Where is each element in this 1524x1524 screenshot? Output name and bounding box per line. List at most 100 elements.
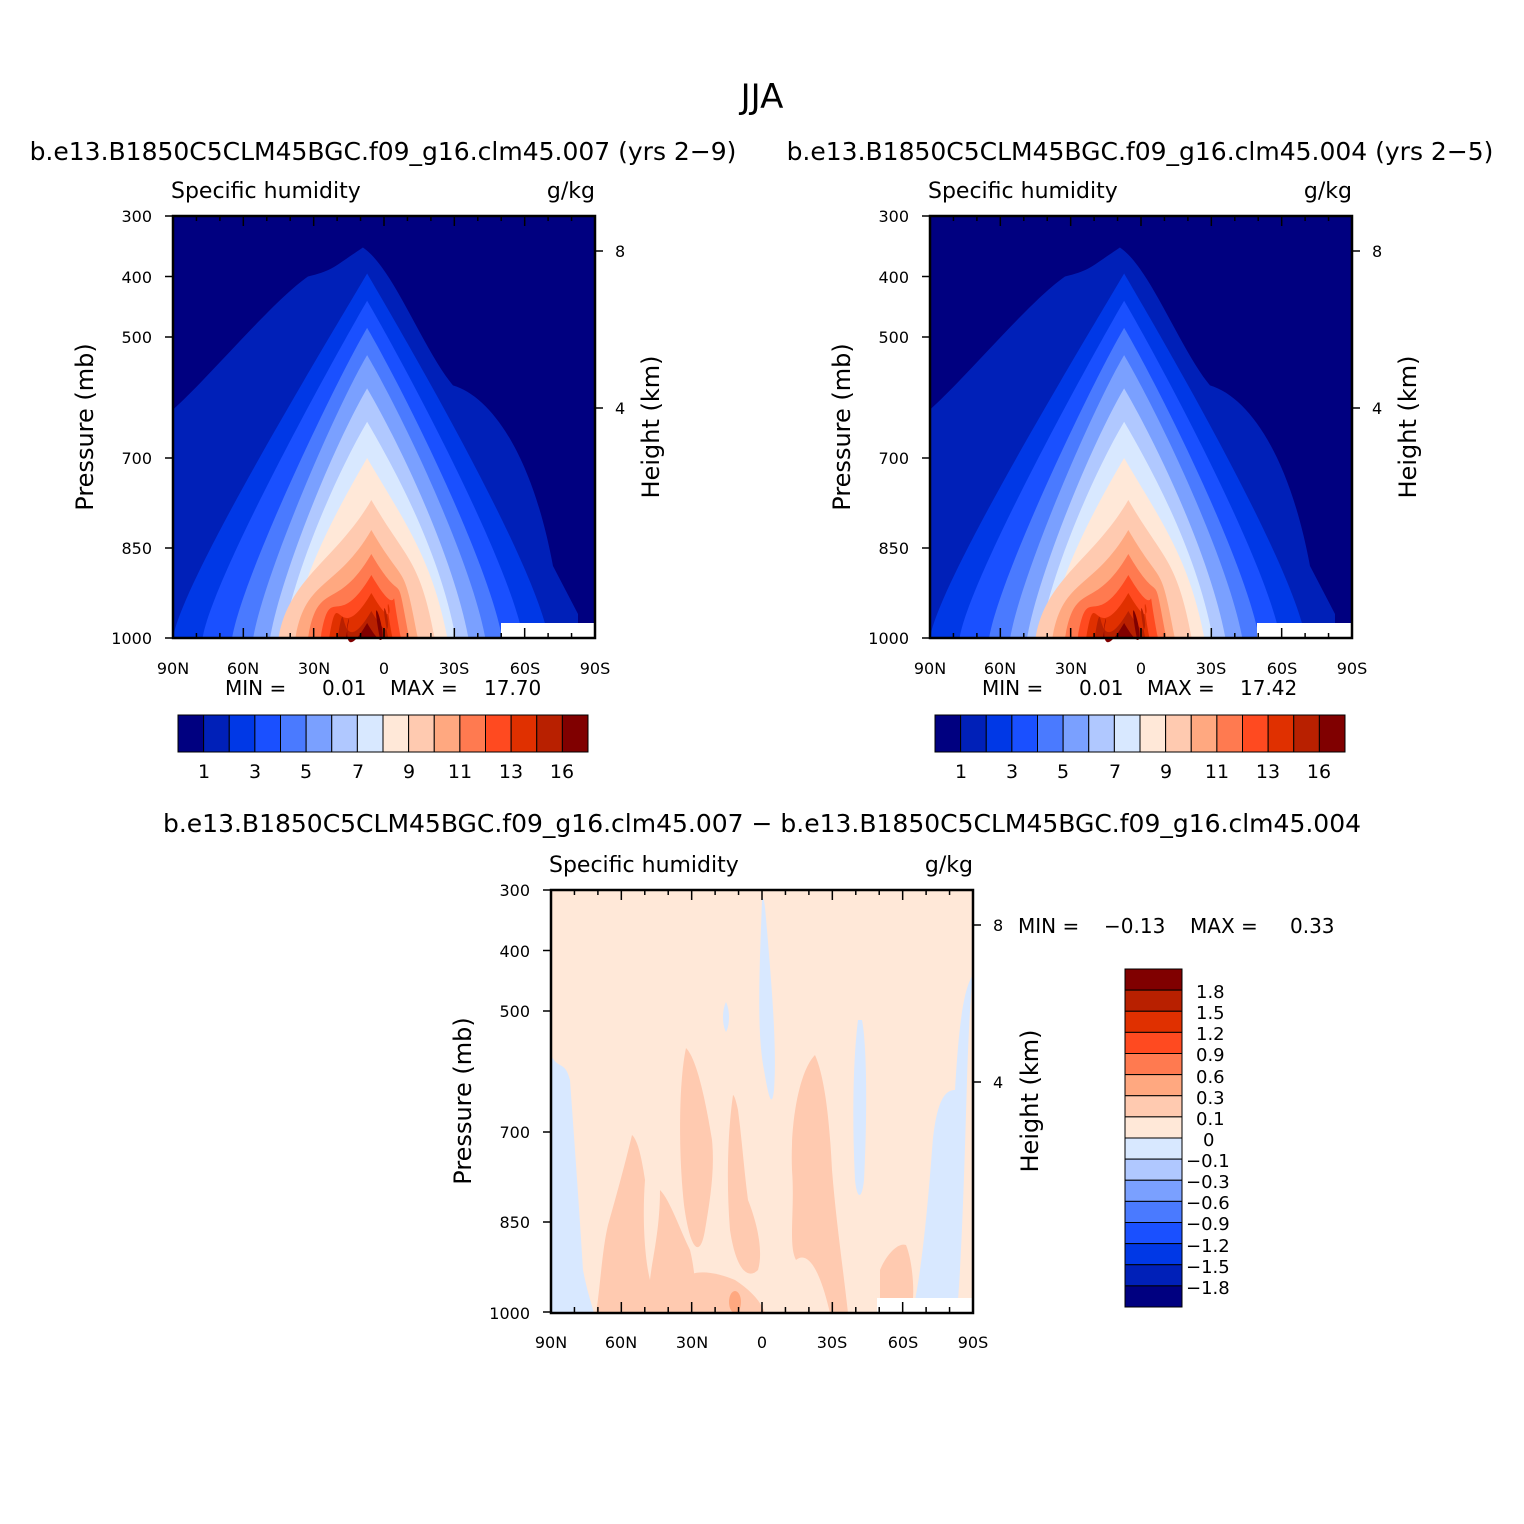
colorbar-swatch xyxy=(254,714,281,753)
colorbar-swatch xyxy=(510,714,538,753)
colorbar-swatch xyxy=(1088,714,1115,753)
colorbar-swatch xyxy=(1190,714,1218,753)
colorbar-label: 1.5 xyxy=(1196,1003,1225,1024)
colorbar-label: −0.9 xyxy=(1186,1214,1230,1235)
colorbar-swatch xyxy=(1124,1264,1183,1287)
min-label: MIN = xyxy=(1018,914,1079,938)
colorbar-swatch xyxy=(331,714,358,753)
colorbar-swatch xyxy=(1216,714,1243,753)
panel-1-x-axis: 90N 60N 30N 0 30S 60S 90S xyxy=(157,659,610,678)
diff-region-positive-central xyxy=(680,1048,713,1248)
x-tick-label: 30S xyxy=(817,1333,848,1352)
colorbar-swatch xyxy=(280,714,307,753)
x-tick-label: 30S xyxy=(1196,659,1227,678)
panel-3-y-axis: 300 400 500 700 850 1000 Pressure (mb) 8… xyxy=(449,881,1044,1323)
y-tick-label: 700 xyxy=(878,449,909,468)
y-tick-label: 850 xyxy=(878,539,909,558)
colorbar-swatch xyxy=(1139,714,1167,753)
colorbar-swatch xyxy=(1267,714,1295,753)
colorbar-swatch xyxy=(1124,1137,1183,1160)
humidity-band xyxy=(346,610,383,643)
panel-2-title: b.e13.B1850C5CLM45BGC.f09_g16.clm45.004 … xyxy=(787,137,1494,166)
max-value: 0.33 xyxy=(1290,914,1335,938)
colorbar-swatch xyxy=(408,714,435,753)
colorbar-label: 3 xyxy=(1006,761,1018,783)
colorbar-label: 7 xyxy=(1109,761,1121,783)
panel-1-plot-area xyxy=(165,214,603,643)
panel-2-x-axis: 90N 60N 30N 0 30S 60S 90S xyxy=(914,659,1367,678)
right-axis-title: Height (km) xyxy=(1016,1030,1044,1173)
colorbar-swatch xyxy=(1124,1285,1183,1308)
x-tick-label: 0 xyxy=(757,1333,767,1352)
x-tick-label: 30N xyxy=(298,659,330,678)
diff-region-positive-equator xyxy=(727,1095,761,1274)
y-tick-label: 1000 xyxy=(111,629,152,648)
panel-3-colorbar: 1.8 1.5 1.2 0.9 0.6 0.3 0.1 0 −0.1 −0.3 … xyxy=(1124,968,1230,1308)
colorbar-swatch xyxy=(1124,968,1183,991)
min-value: 0.01 xyxy=(1079,676,1124,700)
colorbar-swatch xyxy=(1124,1200,1183,1223)
colorbar-swatch xyxy=(1037,714,1064,753)
colorbar-label: 0 xyxy=(1203,1130,1214,1151)
panel-3-title: b.e13.B1850C5CLM45BGC.f09_g16.clm45.007 … xyxy=(163,809,1361,838)
y-tick-label: 500 xyxy=(121,328,152,347)
colorbar-label: 0.3 xyxy=(1196,1088,1225,1109)
panel-1-variable-label: Specific humidity xyxy=(171,179,361,204)
max-label: MAX = xyxy=(1190,914,1258,938)
min-value: 0.01 xyxy=(322,676,367,700)
y-axis-title: Pressure (mb) xyxy=(71,343,99,510)
colorbar-label: −1.2 xyxy=(1186,1236,1230,1257)
diff-region-negative-west xyxy=(551,1055,594,1313)
panel-2-plot-area xyxy=(922,214,1360,643)
x-tick-label: 60N xyxy=(227,659,259,678)
colorbar-swatch xyxy=(1124,1243,1183,1266)
right-axis-title: Height (km) xyxy=(1394,356,1422,499)
colorbar-swatch xyxy=(1124,1158,1183,1181)
colorbar-swatch xyxy=(1011,714,1038,753)
panel-3-variable-label: Specific humidity xyxy=(549,853,739,878)
colorbar-label: 16 xyxy=(1307,761,1331,783)
x-tick-label: 90N xyxy=(914,659,946,678)
colorbar-label: 13 xyxy=(499,761,523,783)
colorbar-swatch xyxy=(561,714,589,753)
colorbar-swatch xyxy=(536,714,563,753)
x-tick-label: 0 xyxy=(1136,659,1146,678)
colorbar-label: −1.5 xyxy=(1186,1257,1230,1278)
panel-3-units-label: g/kg xyxy=(925,853,973,878)
max-value: 17.70 xyxy=(484,676,541,700)
colorbar-swatch xyxy=(382,714,410,753)
panel-1-colorbar: 1 3 5 7 9 11 13 16 xyxy=(177,714,589,783)
diff-region-negative-small xyxy=(723,1002,729,1032)
colorbar-swatch xyxy=(1124,1222,1183,1245)
panel-2: b.e13.B1850C5CLM45BGC.f09_g16.clm45.004 … xyxy=(787,137,1494,783)
colorbar-label: 13 xyxy=(1256,761,1280,783)
right-tick-label: 8 xyxy=(615,242,625,261)
panel-2-colorbar: 1 3 5 7 9 11 13 16 xyxy=(934,714,1346,783)
y-axis-title: Pressure (mb) xyxy=(828,343,856,510)
panel-3-stats: MIN = −0.13 MAX = 0.33 xyxy=(1018,914,1335,938)
max-label: MAX = xyxy=(390,676,458,700)
diff-region-negative-pole xyxy=(915,975,973,1300)
x-tick-label: 30N xyxy=(676,1333,708,1352)
colorbar-swatch xyxy=(1165,714,1192,753)
panel-1-stats: MIN = 0.01 MAX = 17.70 xyxy=(225,676,541,700)
x-tick-label: 60S xyxy=(1267,659,1298,678)
panel-1-y-axis: 300 400 500 700 850 1000 Pressure (mb) 8… xyxy=(71,207,665,648)
colorbar-label: 3 xyxy=(249,761,261,783)
x-tick-label: 90S xyxy=(958,1333,989,1352)
x-tick-label: 60N xyxy=(605,1333,637,1352)
colorbar-swatch xyxy=(1318,714,1346,753)
diff-region-negative-south xyxy=(853,1020,867,1195)
colorbar-label: 1 xyxy=(955,761,967,783)
panel-2-stats: MIN = 0.01 MAX = 17.42 xyxy=(982,676,1297,700)
y-tick-label: 1000 xyxy=(489,1304,530,1323)
colorbar-swatch xyxy=(356,714,384,753)
colorbar-label: 9 xyxy=(1160,761,1172,783)
max-label: MAX = xyxy=(1147,676,1215,700)
y-tick-label: 300 xyxy=(121,207,152,226)
humidity-band xyxy=(1094,608,1146,638)
panel-1-title: b.e13.B1850C5CLM45BGC.f09_g16.clm45.007 … xyxy=(30,137,737,166)
diff-region-positive-high-south xyxy=(880,1244,914,1298)
colorbar-swatch xyxy=(1124,1179,1183,1202)
